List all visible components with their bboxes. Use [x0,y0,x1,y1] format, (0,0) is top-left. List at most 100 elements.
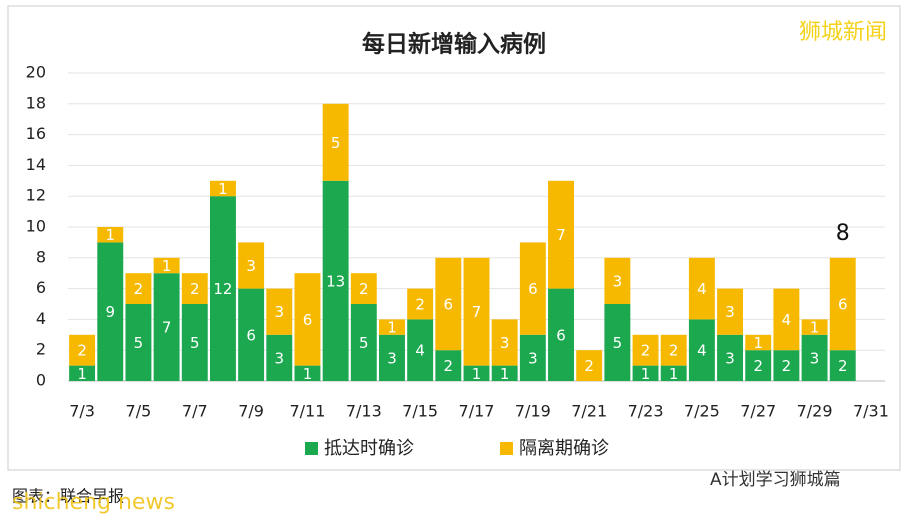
x-tick-label: 7/27 [740,402,776,421]
value-label: 1 [641,365,651,383]
value-label: 3 [725,303,735,321]
value-label: 2 [190,280,200,298]
y-tick-label: 4 [36,309,46,328]
bar-segment [209,180,236,197]
value-label: 2 [753,357,763,375]
bar-segment [688,319,715,381]
value-label: 2 [669,342,679,360]
bar-segment [773,350,800,381]
x-tick-label: 7/9 [238,402,264,421]
bar-segment [519,242,546,335]
value-label: 4 [697,280,707,298]
bar-segment [238,242,265,289]
value-label: 3 [810,349,820,367]
bar-segment [69,365,96,381]
value-label: 6 [528,280,538,298]
bar-segment [660,365,687,381]
value-label: 2 [641,342,651,360]
x-tick-label: 7/29 [797,402,833,421]
y-tick-label: 12 [26,186,46,205]
footer-brand: A计划学习狮城篇 [710,470,841,490]
bar-segment [604,257,631,304]
bar-segment [435,257,462,351]
value-label: 2 [584,357,594,375]
bar-segment [548,288,574,381]
value-label: 1 [303,365,313,383]
value-label: 9 [105,303,115,321]
bar-segment [491,365,518,381]
bar-segment [576,350,603,381]
value-label: 3 [613,272,623,290]
value-label: 4 [697,342,707,360]
value-label: 13 [326,272,345,290]
bar-segment [801,319,828,335]
y-tick-label: 20 [26,63,46,82]
x-tick-label: 7/31 [853,402,889,421]
value-label: 5 [331,134,341,152]
value-label: 2 [359,280,369,298]
value-label: 1 [500,365,510,383]
value-label: 2 [444,357,454,375]
bar-segment [407,288,434,320]
value-label: 4 [415,342,425,360]
bar-segment [519,334,546,381]
value-label: 12 [213,280,232,298]
bar-segment [632,334,659,366]
watermark: 狮城新闻 [799,20,887,45]
legend-swatch [305,442,318,455]
bar-segment [181,304,208,381]
bar-segment [745,350,772,381]
footer-watermark: shicheng news [12,490,175,515]
bar-segment [379,319,405,335]
bar-segment [97,227,124,243]
y-tick-label: 8 [36,247,46,266]
x-tick-label: 7/21 [571,402,607,421]
x-tick-label: 7/15 [402,402,438,421]
bar-segment [266,334,293,381]
y-tick-label: 2 [36,340,46,359]
bar-segment [181,273,208,304]
value-label: 6 [838,296,848,314]
y-tick-label: 0 [36,371,46,390]
bar-segment [463,257,490,366]
legend-label: 抵达时确诊 [324,438,414,459]
value-label: 3 [387,349,397,367]
bar-segment [463,365,490,381]
x-tick-label: 7/3 [69,402,95,421]
value-label: 2 [415,296,425,314]
bar-segment [209,196,236,381]
y-tick-label: 18 [26,93,46,112]
bar-segment [125,304,152,381]
value-label: 3 [246,257,256,275]
value-label: 1 [387,319,397,337]
value-label: 7 [472,303,482,321]
bar-segment [294,273,321,366]
value-label: 6 [303,311,313,329]
value-label: 4 [782,311,792,329]
bar-segment [125,273,152,304]
value-label: 7 [556,226,566,244]
bar-segment [632,365,659,381]
bar-segment [407,319,434,381]
value-label: 1 [218,180,228,198]
value-label: 2 [77,342,87,360]
bar-segment [97,242,124,381]
value-label: 7 [162,319,172,337]
x-tick-label: 7/5 [126,402,152,421]
bar-segment [294,365,321,381]
value-label: 2 [134,280,144,298]
y-tick-label: 16 [26,124,46,143]
value-label: 1 [105,226,115,244]
bar-segment [350,273,377,304]
y-tick-label: 10 [26,217,46,236]
bar-segment [379,334,405,381]
bar-segment [717,334,744,381]
bar-segment [69,334,96,366]
bar-segment [322,180,349,381]
bar-segment [717,288,744,335]
x-tick-label: 7/13 [346,402,382,421]
value-label: 3 [275,349,285,367]
x-tick-label: 7/25 [684,402,720,421]
x-tick-label: 7/23 [628,402,664,421]
